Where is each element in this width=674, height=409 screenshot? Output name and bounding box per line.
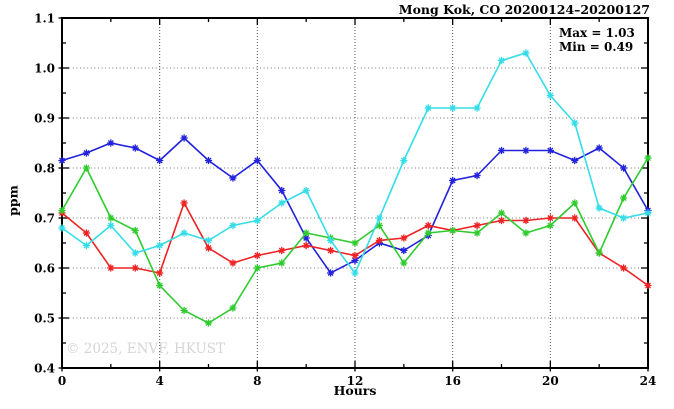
svg-text:0.5: 0.5	[34, 312, 55, 326]
svg-text:0.8: 0.8	[34, 162, 55, 176]
svg-text:8: 8	[253, 374, 261, 388]
y-axis-label: ppm	[5, 185, 21, 216]
chart-title: Mong Kok, CO 20200124–20200127	[398, 2, 650, 17]
svg-text:0.6: 0.6	[34, 262, 55, 276]
svg-text:1.0: 1.0	[34, 62, 55, 76]
svg-text:16: 16	[444, 374, 461, 388]
max-min-annotation: Max = 1.03 Min = 0.49	[559, 26, 635, 54]
svg-text:20: 20	[542, 374, 559, 388]
svg-text:0.7: 0.7	[34, 212, 55, 226]
svg-text:24: 24	[640, 374, 657, 388]
svg-text:0.9: 0.9	[34, 112, 55, 126]
max-value-label: Max = 1.03	[559, 26, 635, 40]
svg-text:1.1: 1.1	[34, 12, 55, 26]
svg-text:0: 0	[58, 374, 66, 388]
svg-text:0.4: 0.4	[34, 362, 55, 376]
svg-text:12: 12	[347, 374, 364, 388]
min-value-label: Min = 0.49	[559, 39, 634, 54]
x-axis-label: Hours	[333, 383, 377, 398]
svg-text:4: 4	[155, 374, 163, 388]
watermark: © 2025, ENVF, HKUST	[66, 341, 226, 357]
